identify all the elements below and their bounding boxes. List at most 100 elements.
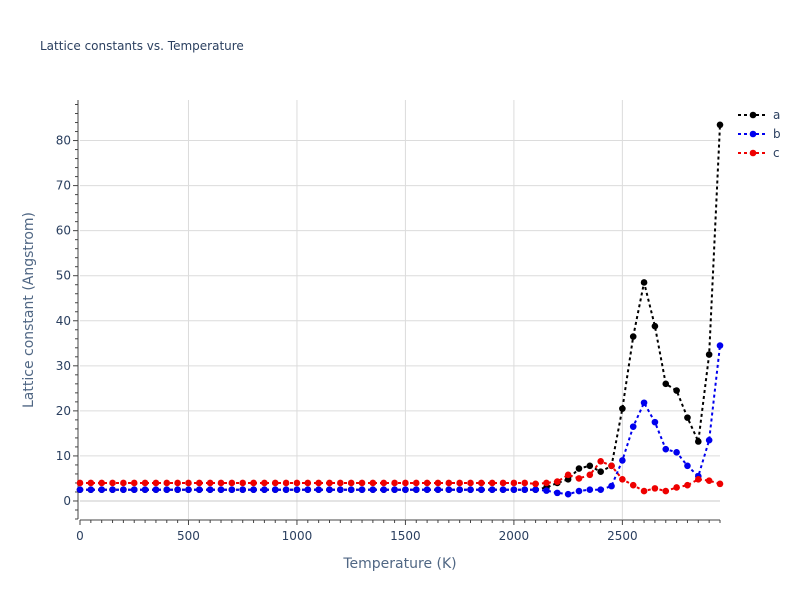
- data-point-c[interactable]: [109, 479, 116, 487]
- data-point-b[interactable]: [478, 486, 485, 494]
- data-point-b[interactable]: [456, 486, 463, 494]
- data-point-b[interactable]: [358, 486, 366, 494]
- data-point-b[interactable]: [293, 486, 301, 494]
- data-point-c[interactable]: [662, 487, 670, 495]
- data-point-b[interactable]: [271, 486, 279, 494]
- data-point-c[interactable]: [478, 479, 485, 487]
- data-point-c[interactable]: [152, 479, 160, 487]
- data-point-b[interactable]: [651, 418, 659, 426]
- data-point-b[interactable]: [510, 486, 518, 494]
- data-point-a[interactable]: [640, 279, 648, 286]
- data-point-b[interactable]: [380, 486, 388, 494]
- data-point-c[interactable]: [640, 487, 648, 495]
- data-point-b[interactable]: [499, 486, 507, 494]
- data-point-a[interactable]: [619, 405, 626, 412]
- data-point-b[interactable]: [239, 486, 247, 494]
- data-point-b[interactable]: [629, 423, 637, 430]
- data-point-c[interactable]: [120, 479, 127, 487]
- data-point-a[interactable]: [705, 351, 713, 358]
- data-point-c[interactable]: [423, 479, 431, 487]
- data-point-a[interactable]: [716, 121, 724, 129]
- data-point-b[interactable]: [488, 486, 496, 494]
- data-point-b[interactable]: [76, 486, 84, 494]
- data-point-b[interactable]: [564, 490, 572, 498]
- data-point-c[interactable]: [716, 480, 724, 488]
- data-point-c[interactable]: [228, 479, 236, 487]
- data-point-b[interactable]: [575, 487, 583, 495]
- data-point-b[interactable]: [196, 486, 203, 494]
- data-point-a[interactable]: [651, 322, 659, 330]
- data-point-c[interactable]: [315, 479, 322, 487]
- data-point-c[interactable]: [575, 475, 583, 482]
- data-point-b[interactable]: [402, 486, 409, 494]
- data-point-a[interactable]: [662, 380, 670, 388]
- data-point-b[interactable]: [619, 457, 626, 464]
- data-point-c[interactable]: [250, 479, 257, 487]
- data-point-b[interactable]: [640, 399, 648, 407]
- data-point-b[interactable]: [543, 487, 550, 494]
- data-point-a[interactable]: [695, 438, 702, 445]
- data-point-c[interactable]: [76, 479, 84, 487]
- data-point-b[interactable]: [185, 486, 192, 494]
- data-point-b[interactable]: [532, 486, 539, 494]
- data-point-c[interactable]: [629, 481, 637, 489]
- data-point-b[interactable]: [586, 486, 594, 494]
- legend-item-b[interactable]: b: [738, 127, 781, 141]
- data-point-c[interactable]: [445, 479, 453, 487]
- data-point-b[interactable]: [662, 445, 670, 453]
- data-point-c[interactable]: [651, 485, 659, 492]
- data-point-b[interactable]: [141, 486, 149, 494]
- data-point-c[interactable]: [293, 479, 301, 487]
- data-point-b[interactable]: [597, 486, 604, 494]
- data-point-a[interactable]: [684, 414, 691, 421]
- data-point-b[interactable]: [467, 486, 474, 494]
- data-point-c[interactable]: [510, 479, 518, 487]
- data-point-c[interactable]: [380, 479, 388, 487]
- data-point-c[interactable]: [673, 484, 680, 491]
- data-point-b[interactable]: [445, 486, 453, 494]
- data-point-c[interactable]: [261, 479, 268, 487]
- data-point-b[interactable]: [217, 486, 225, 494]
- data-point-b[interactable]: [369, 486, 377, 494]
- data-point-b[interactable]: [326, 486, 333, 494]
- data-point-c[interactable]: [521, 479, 529, 487]
- data-point-a[interactable]: [586, 462, 594, 470]
- data-point-a[interactable]: [629, 333, 637, 340]
- data-point-b[interactable]: [434, 486, 442, 494]
- data-point-b[interactable]: [174, 486, 181, 494]
- data-point-c[interactable]: [456, 479, 463, 487]
- data-point-c[interactable]: [206, 479, 214, 487]
- data-point-c[interactable]: [543, 479, 550, 487]
- data-point-c[interactable]: [467, 479, 474, 487]
- data-point-c[interactable]: [608, 462, 615, 470]
- data-point-b[interactable]: [391, 486, 398, 494]
- data-point-c[interactable]: [564, 471, 572, 479]
- data-point-a[interactable]: [597, 468, 604, 475]
- data-point-b[interactable]: [423, 486, 431, 494]
- data-point-b[interactable]: [716, 342, 724, 349]
- data-point-c[interactable]: [326, 479, 333, 487]
- data-point-b[interactable]: [521, 486, 529, 494]
- data-point-c[interactable]: [586, 471, 594, 479]
- data-point-b[interactable]: [261, 486, 268, 494]
- data-point-b[interactable]: [163, 486, 171, 494]
- data-point-b[interactable]: [553, 489, 561, 497]
- data-point-b[interactable]: [130, 486, 138, 494]
- data-point-c[interactable]: [369, 479, 377, 487]
- data-point-c[interactable]: [196, 479, 203, 487]
- data-point-c[interactable]: [271, 479, 279, 487]
- data-point-c[interactable]: [695, 476, 702, 483]
- data-point-c[interactable]: [597, 458, 604, 465]
- data-point-b[interactable]: [608, 482, 615, 490]
- data-point-c[interactable]: [532, 480, 539, 488]
- data-point-c[interactable]: [130, 479, 138, 487]
- data-point-b[interactable]: [337, 486, 344, 494]
- data-point-b[interactable]: [304, 486, 312, 494]
- data-point-b[interactable]: [315, 486, 322, 494]
- legend-item-c[interactable]: c: [738, 146, 780, 160]
- data-point-b[interactable]: [684, 462, 691, 470]
- data-point-c[interactable]: [347, 479, 355, 487]
- data-point-a[interactable]: [575, 465, 583, 472]
- data-point-c[interactable]: [434, 479, 442, 487]
- legend[interactable]: abc: [738, 108, 781, 160]
